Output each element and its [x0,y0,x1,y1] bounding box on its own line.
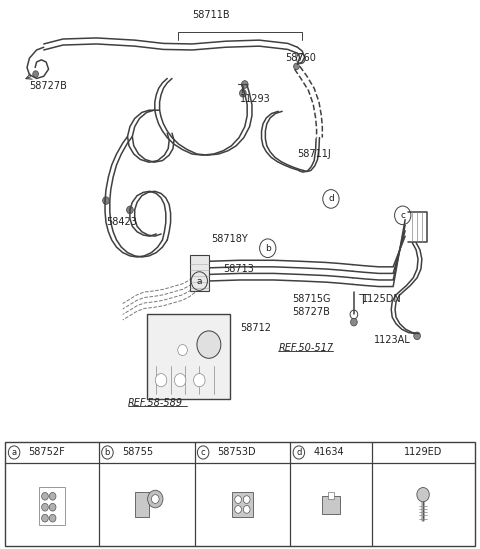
Text: d: d [296,448,301,457]
Circle shape [235,496,241,503]
Text: 1123AL: 1123AL [374,335,411,345]
Text: 58755: 58755 [122,447,153,457]
Circle shape [294,63,300,70]
Text: a: a [197,277,202,285]
Circle shape [417,488,429,502]
Circle shape [42,514,48,522]
Text: 58727B: 58727B [293,307,331,317]
Text: b: b [265,244,271,253]
Circle shape [33,71,38,77]
FancyBboxPatch shape [190,255,209,291]
Circle shape [49,503,56,511]
Text: c: c [201,448,205,457]
Text: a: a [12,448,17,457]
Circle shape [350,318,357,326]
Bar [135,492,149,517]
Text: 11293: 11293 [240,94,271,104]
Text: 58718Y: 58718Y [211,234,248,244]
Circle shape [350,310,358,319]
Bar [5,441,475,546]
Circle shape [243,506,250,513]
FancyBboxPatch shape [147,315,230,399]
Circle shape [197,331,221,358]
Text: 58711J: 58711J [298,149,331,159]
Text: 58713: 58713 [223,264,254,274]
Text: 1129ED: 1129ED [404,447,442,457]
Bar [328,492,334,499]
Circle shape [193,374,205,386]
Circle shape [240,89,246,97]
Text: 58760: 58760 [286,53,316,63]
Text: b: b [105,448,110,457]
Bar [39,487,65,525]
Text: 58712: 58712 [240,323,271,333]
Text: 58753D: 58753D [217,447,256,457]
Circle shape [49,514,56,522]
Text: 58715G: 58715G [293,294,331,304]
Circle shape [156,374,167,386]
Text: d: d [328,194,334,204]
Bar [323,496,339,514]
Circle shape [297,54,305,64]
Bar [232,492,253,517]
Text: c: c [400,211,405,220]
Text: 58727B: 58727B [29,81,67,91]
Text: 58752F: 58752F [28,447,65,457]
Text: 58711B: 58711B [192,10,230,20]
Text: 1125DN: 1125DN [362,294,402,304]
Circle shape [42,492,48,500]
Text: 41634: 41634 [313,447,344,457]
Text: 58423: 58423 [106,217,137,227]
Circle shape [152,495,159,503]
Circle shape [148,490,163,508]
Circle shape [243,496,250,503]
Circle shape [178,345,187,356]
Circle shape [127,206,133,214]
Circle shape [241,81,248,88]
Circle shape [103,197,109,204]
Circle shape [414,332,420,340]
Circle shape [42,503,48,511]
Circle shape [49,492,56,500]
Circle shape [235,506,241,513]
Text: REF.58-589: REF.58-589 [128,398,183,408]
Text: REF.50-517: REF.50-517 [278,344,334,354]
Circle shape [174,374,186,386]
